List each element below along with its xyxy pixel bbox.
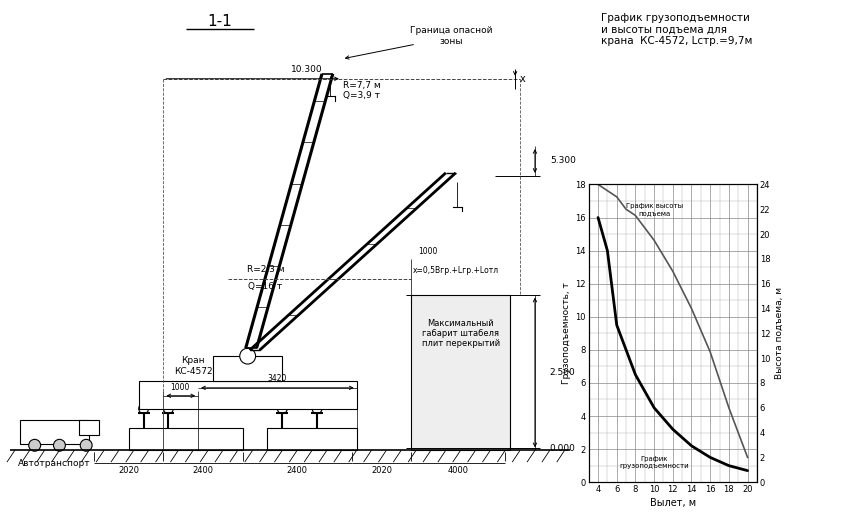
Bar (129, 428, 243, 450)
Text: x=0,5Вгр.+Lгр.+Lотл: x=0,5Вгр.+Lгр.+Lотл (413, 267, 500, 276)
Bar (79, 419, 99, 435)
Text: 1000: 1000 (418, 247, 437, 256)
Text: 1000: 1000 (171, 383, 190, 392)
Text: 2400: 2400 (193, 465, 214, 474)
Text: График
грузоподъемности: График грузоподъемности (619, 456, 689, 469)
Bar (267, 428, 357, 450)
Text: Q=16 т: Q=16 т (248, 282, 283, 291)
Circle shape (139, 404, 149, 414)
Text: График грузоподъемности
и высоты подъема для
крана  КС-4572, Lстр.=9,7м: График грузоподъемности и высоты подъема… (601, 13, 753, 46)
Text: 10.300: 10.300 (291, 65, 323, 74)
Circle shape (312, 404, 322, 414)
Text: 1-1: 1-1 (208, 14, 232, 29)
Circle shape (163, 404, 173, 414)
Text: 2020: 2020 (119, 465, 140, 474)
Text: Кран
КС-4572: Кран КС-4572 (174, 356, 213, 376)
X-axis label: Вылет, м: Вылет, м (650, 498, 696, 508)
Circle shape (240, 348, 256, 364)
Text: 3420: 3420 (267, 374, 287, 384)
Bar (20, 419, 89, 444)
Text: Автотранспорт: Автотранспорт (19, 458, 91, 467)
Text: 2.500: 2.500 (550, 368, 575, 377)
Text: 2400: 2400 (287, 465, 308, 474)
Bar (139, 381, 357, 408)
Circle shape (80, 440, 93, 451)
Y-axis label: Грузоподъемность, т: Грузоподъемность, т (562, 282, 571, 384)
Circle shape (29, 440, 40, 451)
Text: 5.300: 5.300 (550, 157, 576, 165)
Text: R=7,7 м: R=7,7 м (343, 81, 380, 90)
Text: x: x (521, 74, 526, 84)
Text: График высоты
подъема: График высоты подъема (626, 203, 683, 216)
Text: Граница опасной
зоны: Граница опасной зоны (410, 26, 492, 46)
Text: Максимальный
габарит штабеля
плит перекрытий: Максимальный габарит штабеля плит перекр… (421, 319, 500, 348)
Text: 4000: 4000 (447, 465, 468, 474)
Y-axis label: Высота подъема, м: Высота подъема, м (775, 287, 784, 379)
Text: 2020: 2020 (371, 465, 392, 474)
Text: R=2,3 м: R=2,3 м (246, 266, 284, 275)
Circle shape (54, 440, 66, 451)
Bar (213, 356, 283, 381)
Text: Q=3,9 т: Q=3,9 т (343, 91, 380, 100)
Text: 0.000: 0.000 (550, 444, 576, 453)
Circle shape (278, 404, 288, 414)
Bar (411, 295, 510, 450)
